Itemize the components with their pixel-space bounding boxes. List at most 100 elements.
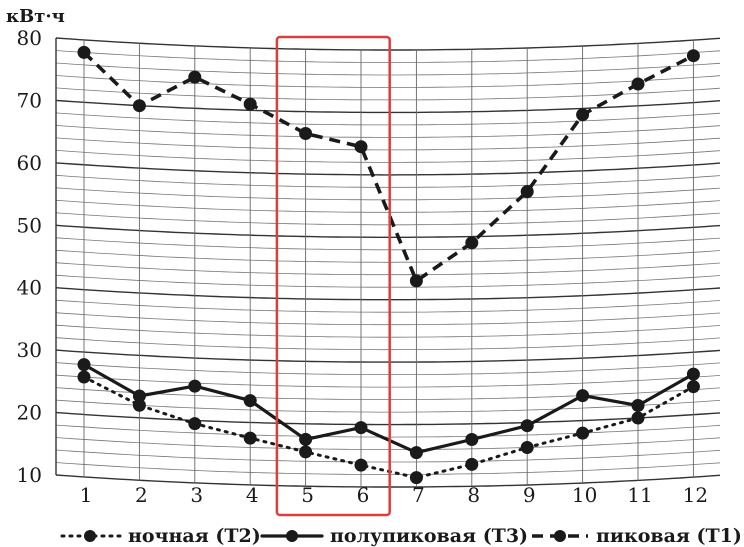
series-2: [77, 45, 700, 288]
legend: ночная (Т2) полупиковая (Т3) пиковая (Т1…: [60, 525, 742, 547]
grid-line-horizontal: [55, 249, 721, 263]
legend-label-peak: пиковая (Т1): [596, 525, 742, 547]
data-point: [354, 458, 368, 472]
data-point: [132, 389, 146, 403]
data-point: [576, 426, 590, 440]
data-point: [686, 380, 700, 394]
grid-line-horizontal: [55, 150, 721, 163]
data-point: [77, 370, 91, 384]
y-axis: 10 20 30 40 50 60 70 80: [17, 26, 42, 487]
data-point: [465, 236, 479, 250]
data-point: [686, 367, 700, 381]
grid-line-horizontal: [55, 387, 721, 400]
x-tick-label: 8: [467, 483, 480, 507]
grid-line-horizontal: [55, 324, 721, 338]
grid-line-horizontal: [55, 362, 721, 375]
data-point: [686, 49, 700, 63]
grid-line-horizontal: [55, 374, 721, 388]
grid-line-horizontal: [55, 449, 721, 463]
legend-label-night: ночная (Т2): [128, 525, 261, 547]
data-point: [409, 274, 423, 288]
legend-item-peak: пиковая (Т1): [532, 525, 742, 547]
legend-item-night: ночная (Т2): [60, 525, 261, 547]
grid-line-horizontal: [55, 50, 721, 63]
grid-line-horizontal: [55, 162, 721, 176]
grid: [55, 37, 721, 488]
x-tick-label: 5: [301, 483, 314, 507]
grid-line-horizontal: [55, 274, 721, 288]
data-point: [409, 471, 423, 485]
grid-line-horizontal: [55, 349, 721, 363]
grid-line-horizontal: [55, 474, 721, 488]
x-tick-label: 7: [412, 483, 425, 507]
grid-line-horizontal: [55, 337, 721, 351]
data-point: [354, 421, 368, 435]
data-point: [520, 185, 534, 199]
x-tick-label: 6: [357, 483, 370, 507]
data-point: [520, 441, 534, 454]
grid-line-horizontal: [55, 399, 721, 413]
y-tick-label: 10: [17, 463, 42, 487]
data-point: [132, 99, 146, 113]
legend-item-half-peak: полупиковая (Т3): [260, 525, 528, 547]
grid-line-horizontal: [55, 224, 721, 238]
x-tick-label: 11: [627, 483, 652, 507]
y-tick-label: 80: [17, 26, 42, 50]
data-point: [188, 70, 202, 84]
grid-line-horizontal: [55, 37, 721, 51]
x-axis: 1 2 3 4 5 6 7 8 9 10 11 12: [80, 483, 708, 507]
data-point: [354, 140, 368, 154]
series-line: [82, 51, 695, 283]
x-tick-label: 4: [246, 483, 259, 507]
highlight-box: [275, 35, 391, 517]
y-tick-label: 20: [17, 401, 42, 425]
data-point: [299, 127, 313, 140]
y-tick-label: 60: [17, 151, 42, 175]
grid-line-horizontal: [55, 262, 721, 276]
data-point: [243, 431, 257, 445]
data-point: [243, 394, 257, 408]
x-tick-label: 3: [190, 483, 203, 507]
grid-line-horizontal: [55, 75, 721, 88]
grid-line-horizontal: [55, 212, 721, 226]
data-point: [520, 419, 534, 433]
data-point: [465, 457, 479, 471]
grid-line-horizontal: [55, 424, 721, 438]
grid-line-horizontal: [55, 99, 721, 114]
grid-line-horizontal: [55, 87, 721, 101]
data-point: [77, 358, 91, 372]
data-point: [299, 432, 313, 446]
y-tick-label: 40: [17, 276, 42, 300]
x-tick-label: 10: [572, 483, 597, 507]
grid-line-horizontal: [55, 125, 721, 138]
x-tick-label: 2: [135, 483, 148, 507]
data-point: [631, 399, 645, 412]
grid-line-horizontal: [55, 187, 721, 201]
y-tick-label: 70: [17, 88, 42, 112]
series-layer: [77, 45, 700, 485]
data-point: [631, 77, 645, 91]
data-point: [409, 446, 423, 460]
x-tick-label: 12: [683, 483, 708, 507]
y-tick-label: 50: [17, 213, 42, 237]
data-point: [188, 417, 202, 431]
grid-line-horizontal: [55, 437, 721, 450]
data-point: [299, 445, 313, 459]
grid-line-horizontal: [55, 312, 721, 326]
legend-label-half-peak: полупиковая (Т3): [330, 525, 528, 547]
data-point: [132, 398, 146, 412]
data-point: [576, 389, 590, 403]
grid-line-horizontal: [55, 411, 721, 426]
data-point: [631, 411, 645, 425]
grid-line-horizontal: [55, 237, 721, 251]
grid-line-horizontal: [55, 287, 721, 301]
x-tick-label: 9: [523, 483, 536, 507]
grid-line-horizontal: [55, 137, 721, 151]
data-point: [576, 108, 590, 122]
data-point: [188, 379, 202, 393]
grid-line-horizontal: [55, 62, 721, 76]
grid-line-horizontal: [55, 112, 721, 126]
y-unit-label: кВт·ч: [6, 6, 65, 27]
x-tick-label: 1: [80, 483, 93, 507]
